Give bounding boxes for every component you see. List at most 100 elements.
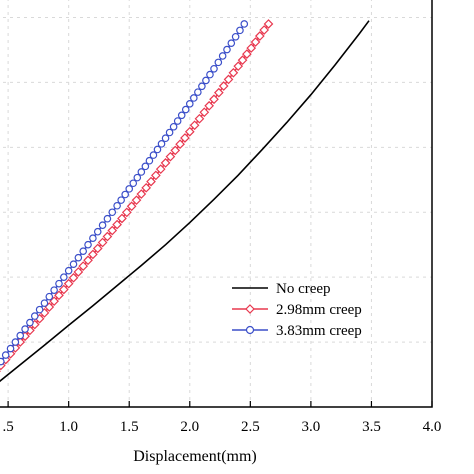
data-point: [45, 292, 54, 301]
data-point: [204, 100, 215, 111]
data-point: [185, 100, 194, 108]
data-point: [169, 122, 178, 131]
series-1: [0, 20, 370, 383]
x-tick-label: 1.5: [120, 419, 139, 435]
data-point: [108, 208, 117, 217]
data-point: [198, 82, 206, 91]
data-point: [145, 156, 154, 165]
data-point: [117, 213, 127, 224]
data-point: [180, 133, 190, 143]
x-axis-ticks: .5 1.0 1.5 2.0 2.5 3.0 3.5 4.0: [2, 401, 441, 435]
grid-lines: [0, 0, 432, 407]
series-line: [0, 20, 370, 383]
data-point: [206, 70, 214, 79]
data-point: [49, 296, 59, 307]
data-point: [83, 255, 93, 266]
data-point: [177, 111, 186, 120]
plot-area: [0, 19, 370, 383]
data-point: [242, 49, 252, 59]
data-point: [165, 128, 174, 137]
data-point: [121, 207, 132, 218]
legend-item-2: 2.98mm creep: [232, 302, 362, 318]
data-point: [218, 52, 227, 60]
data-point: [103, 214, 112, 223]
x-tick-label: 1.0: [59, 419, 78, 435]
data-point: [50, 286, 58, 294]
data-point: [227, 39, 236, 47]
data-point: [54, 290, 64, 301]
data-point: [214, 58, 223, 67]
data-point: [133, 173, 142, 182]
legend-marker: [245, 325, 255, 335]
data-point: [157, 140, 166, 148]
data-point: [223, 74, 234, 85]
data-point: [228, 67, 239, 78]
data-point: [218, 81, 229, 91]
data-point: [98, 221, 107, 230]
data-point: [0, 357, 5, 366]
data-point: [175, 139, 185, 150]
data-point: [21, 325, 29, 333]
data-point: [125, 185, 134, 193]
data-point: [69, 260, 78, 268]
x-tick-label: 3.0: [302, 419, 321, 435]
data-point: [210, 64, 218, 73]
data-point: [184, 126, 195, 137]
data-point: [1, 351, 10, 359]
data-point: [55, 279, 63, 288]
legend-label: 3.83mm creep: [276, 323, 362, 339]
legend-marker: [245, 304, 255, 314]
legend: No creep 2.98mm creep 3.83mm creep: [232, 281, 362, 339]
data-point: [93, 227, 102, 236]
data-point: [250, 37, 261, 47]
series-markers: [0, 19, 274, 373]
data-point: [112, 219, 122, 230]
x-tick-label: .5: [2, 419, 13, 435]
data-point: [121, 190, 129, 199]
data-point: [231, 32, 240, 41]
data-point: [165, 151, 176, 162]
data-point: [73, 267, 84, 277]
data-point: [151, 170, 161, 181]
data-point: [92, 243, 103, 254]
data-point: [141, 182, 152, 193]
data-point: [131, 195, 142, 206]
data-point: [263, 19, 274, 29]
series-2: [0, 19, 274, 373]
data-point: [194, 113, 205, 124]
data-point: [88, 249, 98, 260]
data-point: [146, 176, 156, 187]
x-tick-label: 4.0: [423, 419, 442, 435]
data-point: [155, 164, 166, 174]
data-point: [236, 26, 244, 35]
data-point: [16, 331, 25, 340]
x-tick-label: 3.5: [362, 419, 381, 435]
data-point: [199, 107, 210, 118]
x-tick-label: 2.0: [180, 419, 199, 435]
data-point: [129, 179, 138, 188]
data-point: [161, 134, 170, 143]
data-point: [237, 55, 248, 65]
data-point: [189, 120, 200, 131]
data-point: [255, 31, 265, 41]
legend-item-3: 3.83mm creep: [232, 323, 362, 339]
data-point: [259, 25, 270, 35]
data-point: [74, 253, 83, 262]
data-point: [136, 189, 147, 199]
data-point: [170, 145, 181, 156]
x-tick-label: 2.5: [241, 419, 260, 435]
data-point: [30, 312, 39, 320]
data-point: [107, 225, 118, 236]
data-point: [246, 43, 257, 53]
data-point: [194, 88, 202, 96]
data-point: [153, 145, 162, 154]
data-point: [137, 168, 146, 176]
data-point: [63, 278, 74, 289]
data-point: [89, 234, 97, 243]
data-point: [223, 45, 231, 54]
data-point: [6, 344, 15, 353]
series-3: [0, 20, 249, 366]
x-axis-label: Displacement(mm): [133, 448, 257, 465]
data-point: [233, 61, 244, 72]
